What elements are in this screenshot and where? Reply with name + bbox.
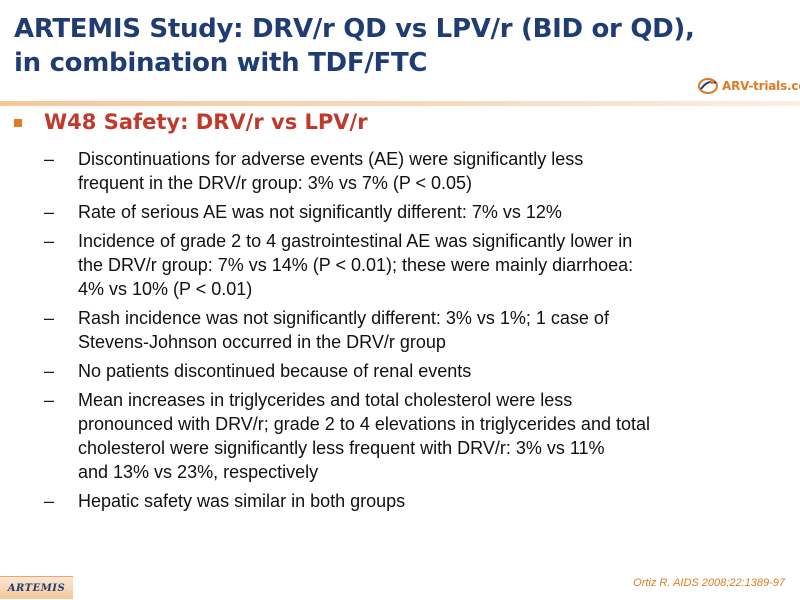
dash-bullet-icon: – bbox=[44, 231, 55, 251]
list-item: – Rate of serious AE was not significant… bbox=[44, 200, 789, 224]
dash-bullet-icon: – bbox=[44, 308, 55, 328]
dash-bullet-icon: – bbox=[44, 390, 55, 410]
title-line-1: ARTEMIS Study: DRV/r QD vs LPV/r (BID or… bbox=[14, 14, 695, 44]
square-bullet-icon bbox=[14, 119, 22, 127]
item-6-line-3: cholesterol were significantly less freq… bbox=[78, 438, 605, 458]
slide-title: ARTEMIS Study: DRV/r QD vs LPV/r (BID or… bbox=[14, 12, 714, 80]
list-item: – No patients discontinued because of re… bbox=[44, 359, 789, 383]
list-item: – Incidence of grade 2 to 4 gastrointest… bbox=[44, 229, 789, 301]
item-1-line-2: frequent in the DRV/r group: 3% vs 7% (P… bbox=[78, 173, 473, 193]
main-bullet-text: W48 Safety: DRV/r vs LPV/r bbox=[44, 110, 368, 134]
citation: Ortiz R. AIDS 2008;22:1389-97 bbox=[633, 577, 785, 589]
dash-bullet-icon: – bbox=[44, 491, 55, 511]
item-1-line-1: Discontinuations for adverse events (AE)… bbox=[78, 149, 584, 169]
title-divider bbox=[0, 101, 800, 106]
item-4-line-1: Rash incidence was not significantly dif… bbox=[78, 308, 609, 328]
dash-bullet-icon: – bbox=[44, 361, 55, 381]
list-item: – Mean increases in triglycerides and to… bbox=[44, 388, 789, 484]
dash-bullet-icon: – bbox=[44, 149, 55, 169]
title-line-2: in combination with TDF/FTC bbox=[14, 48, 428, 78]
footer-label-text: ARTEMIS bbox=[7, 582, 66, 594]
item-7-line-1: Hepatic safety was similar in both group… bbox=[78, 491, 406, 511]
list-item: – Discontinuations for adverse events (A… bbox=[44, 147, 789, 195]
item-6-line-1: Mean increases in triglycerides and tota… bbox=[78, 390, 573, 410]
list-item: – Hepatic safety was similar in both gro… bbox=[44, 489, 789, 513]
item-4-line-2: Stevens-Johnson occurred in the DRV/r gr… bbox=[78, 332, 446, 352]
item-2-line-1: Rate of serious AE was not significantly… bbox=[78, 202, 562, 222]
item-3-line-2: the DRV/r group: 7% vs 14% (P < 0.01); t… bbox=[78, 255, 634, 275]
arv-trials-logo: ARV-trials.com bbox=[697, 74, 800, 98]
item-3-line-1: Incidence of grade 2 to 4 gastrointestin… bbox=[78, 231, 633, 251]
logo-text: ARV-trials.com bbox=[722, 79, 800, 93]
item-6-line-2: pronounced with DRV/r; grade 2 to 4 elev… bbox=[78, 414, 650, 434]
item-5-line-1: No patients discontinued because of rena… bbox=[78, 361, 472, 381]
globe-logo-icon bbox=[698, 78, 718, 94]
item-6-line-4: and 13% vs 23%, respectively bbox=[78, 462, 319, 482]
list-item: – Rash incidence was not significantly d… bbox=[44, 306, 789, 354]
sub-bullet-list: – Discontinuations for adverse events (A… bbox=[44, 147, 789, 518]
main-bullet: W48 Safety: DRV/r vs LPV/r bbox=[14, 108, 368, 136]
item-3-line-3: 4% vs 10% (P < 0.01) bbox=[78, 279, 253, 299]
footer-study-label: ARTEMIS bbox=[0, 576, 73, 599]
dash-bullet-icon: – bbox=[44, 202, 55, 222]
